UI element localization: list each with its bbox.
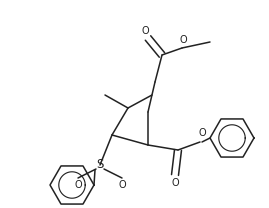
- Text: O: O: [74, 180, 82, 190]
- Text: O: O: [171, 178, 179, 188]
- Text: S: S: [96, 158, 104, 172]
- Text: O: O: [141, 26, 149, 36]
- Text: O: O: [118, 180, 126, 190]
- Text: O: O: [198, 128, 206, 138]
- Text: O: O: [179, 35, 187, 45]
